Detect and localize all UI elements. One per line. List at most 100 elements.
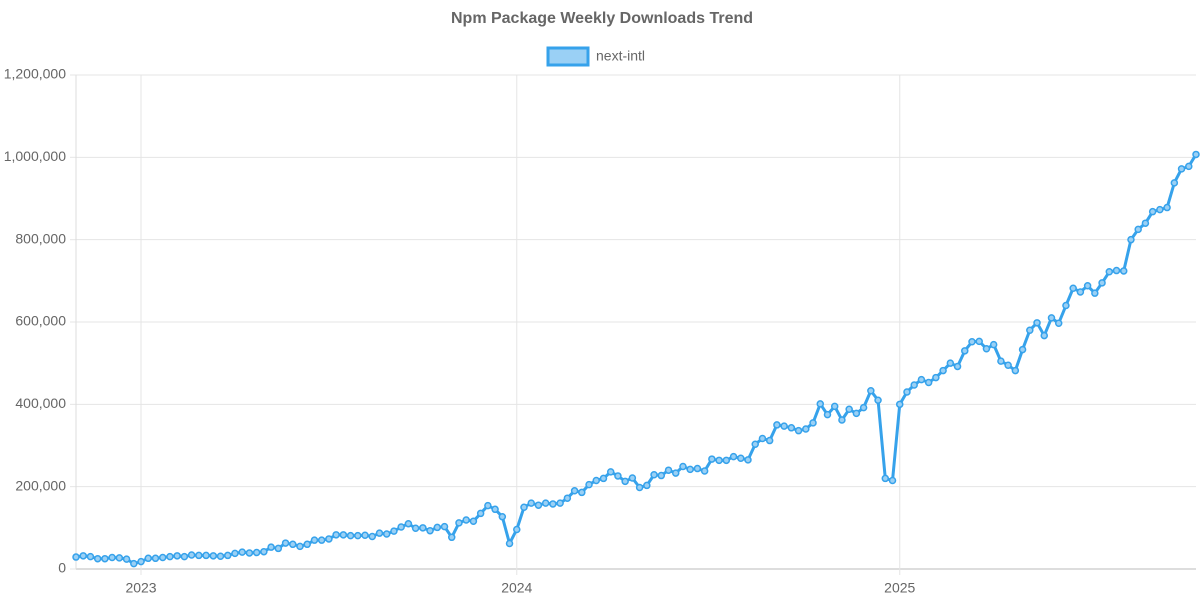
data-point <box>787 424 796 432</box>
y-tick-label: 400,000 <box>15 395 66 411</box>
data-point <box>852 409 861 418</box>
data-point <box>570 487 579 495</box>
data-point <box>932 373 940 382</box>
data-point <box>520 503 528 511</box>
data-point <box>686 465 694 474</box>
data-point <box>1127 235 1135 244</box>
data-point <box>195 551 203 560</box>
data-point <box>411 524 420 532</box>
data-point <box>1177 165 1186 173</box>
data-point <box>599 474 608 483</box>
data-point <box>968 338 976 346</box>
data-point <box>382 530 391 538</box>
data-point <box>592 476 601 485</box>
data-point <box>245 549 254 557</box>
data-point <box>802 425 810 433</box>
data-point <box>643 481 651 490</box>
data-point <box>744 456 752 464</box>
data-point <box>390 527 398 535</box>
data-point <box>303 540 311 549</box>
data-point <box>1148 207 1157 216</box>
data-point <box>158 553 167 562</box>
data-point <box>1170 179 1179 187</box>
data-point <box>498 512 507 521</box>
data-point <box>924 378 933 387</box>
y-tick-label: 800,000 <box>15 230 66 246</box>
data-point <box>989 340 998 349</box>
data-point <box>354 531 362 540</box>
data-point <box>1040 331 1049 340</box>
data-point <box>729 452 738 461</box>
data-point <box>375 529 384 537</box>
legend-label: next-intl <box>596 48 645 64</box>
x-tick-label: 2024 <box>501 580 532 596</box>
data-point <box>281 539 290 547</box>
data-point <box>606 468 615 476</box>
data-point <box>86 552 95 561</box>
data-point <box>1069 284 1077 292</box>
data-point <box>491 505 499 514</box>
data-point <box>289 540 297 549</box>
data-point <box>202 551 210 560</box>
data-point <box>700 467 709 475</box>
data-point <box>830 402 839 411</box>
data-point <box>505 539 514 548</box>
y-tick-label: 1,200,000 <box>4 66 66 82</box>
data-point <box>310 536 319 544</box>
data-point <box>1004 361 1012 369</box>
data-point <box>513 525 521 534</box>
x-tick-label: 2023 <box>125 580 156 596</box>
data-point <box>209 552 218 560</box>
data-point <box>657 471 666 480</box>
data-point <box>1047 314 1056 322</box>
data-point <box>751 440 759 449</box>
data-point <box>888 476 897 485</box>
data-point <box>1112 266 1121 275</box>
data-point <box>433 523 442 532</box>
data-point <box>650 470 658 479</box>
data-point <box>845 405 853 414</box>
chart-title: Npm Package Weekly Downloads Trend <box>451 10 753 27</box>
data-point <box>93 554 102 563</box>
data-point <box>166 552 174 561</box>
data-point <box>361 531 369 539</box>
data-point <box>296 542 304 551</box>
y-tick-label: 600,000 <box>15 313 66 329</box>
data-point <box>737 454 745 463</box>
data-point <box>368 532 377 541</box>
data-point <box>794 426 803 435</box>
data-point <box>1134 225 1142 234</box>
data-point <box>903 388 911 396</box>
data-point <box>267 543 275 551</box>
data-point <box>1192 150 1200 159</box>
data-point <box>339 531 348 539</box>
data-point <box>859 403 868 412</box>
data-point <box>447 533 456 542</box>
data-point <box>1141 219 1150 227</box>
data-point <box>469 517 478 525</box>
data-point <box>838 416 846 424</box>
data-point <box>722 456 731 465</box>
data-point <box>1054 319 1063 327</box>
data-point <box>1119 267 1128 275</box>
data-point <box>556 499 564 507</box>
data-point <box>635 483 644 492</box>
data-point <box>173 552 181 560</box>
data-point <box>180 552 189 561</box>
data-point <box>404 519 413 528</box>
data-point <box>1091 289 1099 297</box>
data-point <box>997 357 1005 365</box>
y-tick-label: 1,000,000 <box>4 148 66 164</box>
legend-swatch <box>546 46 590 67</box>
data-point <box>867 386 875 395</box>
data-point <box>585 480 593 489</box>
x-tick-label: 2025 <box>884 580 915 596</box>
data-point <box>664 466 673 474</box>
data-point <box>780 422 788 430</box>
data-point <box>975 337 983 346</box>
data-point <box>621 477 629 486</box>
data-point <box>115 554 124 562</box>
data-point <box>715 456 723 465</box>
data-point <box>708 455 716 463</box>
